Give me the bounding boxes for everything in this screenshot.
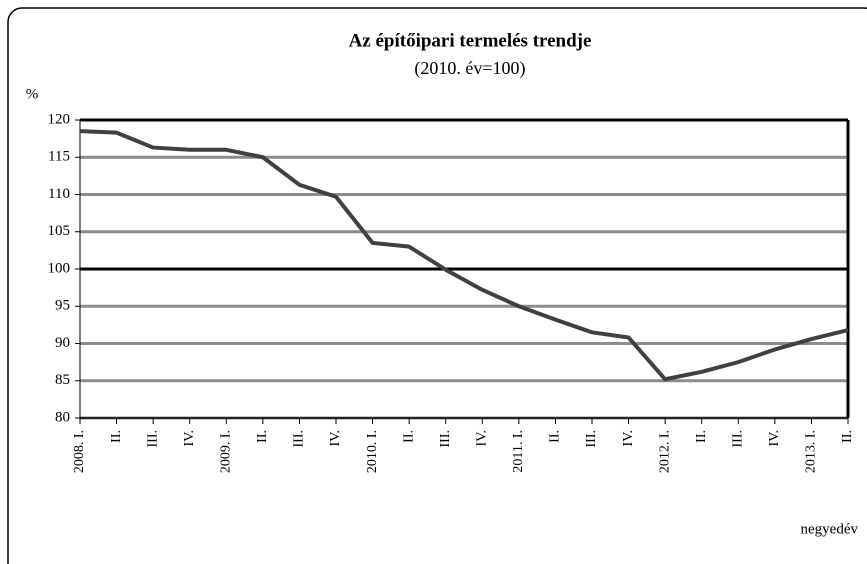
x-tick-label: III. [292,430,307,448]
y-tick-label: 115 [48,149,70,165]
y-tick-label: 80 [55,409,70,425]
x-tick-label: 2009. I. [219,430,234,473]
x-tick-label: 2013. I. [804,430,819,473]
x-tick-label: IV. [767,430,782,446]
x-tick-label: II. [109,430,124,443]
y-tick-label: 95 [55,298,70,314]
x-tick-label: III. [731,430,746,448]
chart-border [7,7,867,564]
x-tick-label: III. [438,430,453,448]
y-tick-label: 90 [55,335,70,351]
x-tick-label: II. [401,430,416,443]
x-tick-label: 2011. I. [511,430,526,473]
x-tick-label: 2012. I. [657,430,672,473]
x-tick-label: IV. [182,430,197,446]
x-tick-label: II. [840,430,855,443]
y-tick-label: 85 [55,372,70,388]
x-tick-label: IV. [475,430,490,446]
x-tick-label: 2008. I. [72,430,87,473]
x-tick-label: II. [255,430,270,443]
y-axis-label: % [26,86,39,102]
x-tick-label: IV. [621,430,636,446]
data-line [79,129,849,382]
x-tick-label: IV. [328,430,343,446]
y-tick-label: 105 [48,223,71,239]
y-tick-label: 120 [48,111,71,127]
x-tick-label: II. [548,430,563,443]
x-axis-label: negyedév [801,521,859,537]
chart-subtitle: (2010. év=100) [414,58,525,79]
y-tick-label: 100 [48,260,71,276]
x-tick-label: III. [145,430,160,448]
x-tick-label: 2010. I. [365,430,380,473]
x-tick-label: II. [694,430,709,443]
chart-title: Az építőipari termelés trendje [349,30,592,51]
x-tick-label: III. [584,430,599,448]
y-tick-label: 110 [48,186,70,202]
